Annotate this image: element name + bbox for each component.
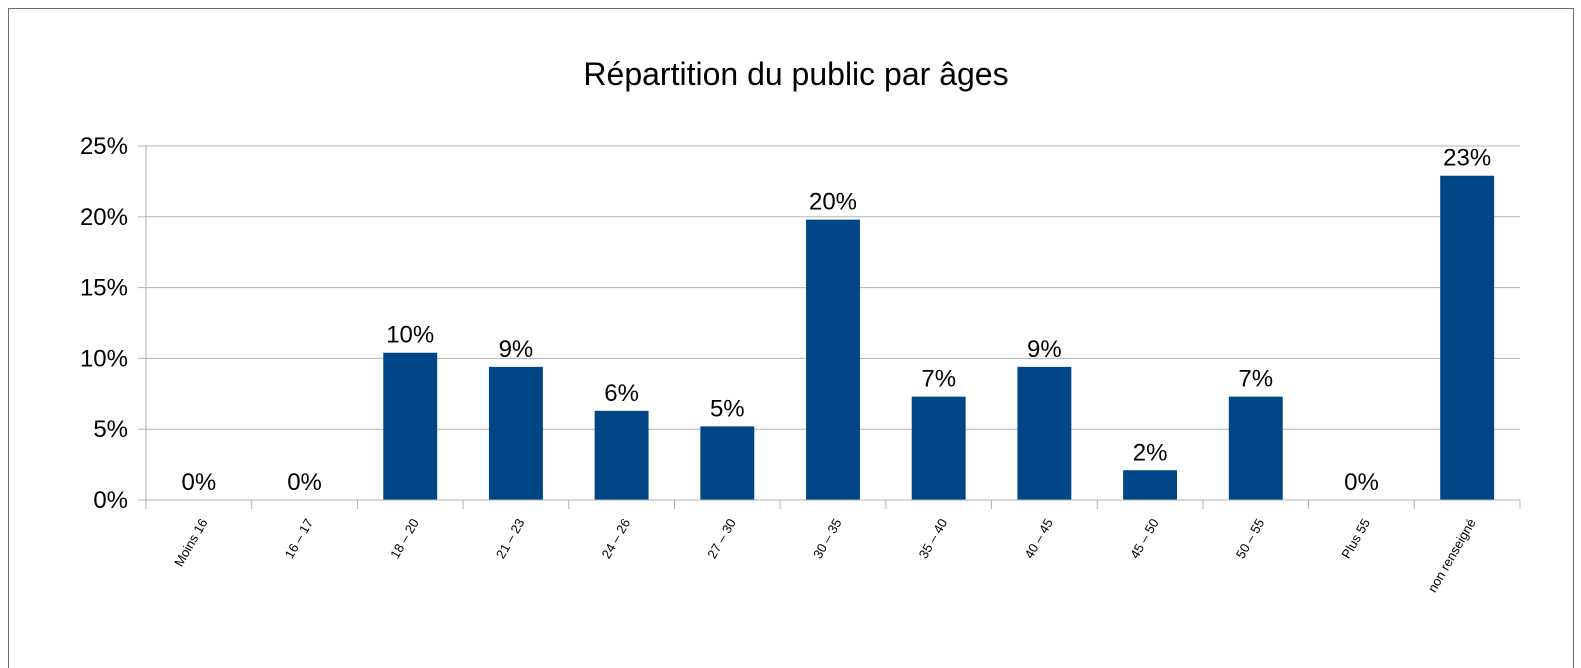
x-tick-label: 16 – 17 xyxy=(281,516,316,561)
y-tick-label: 15% xyxy=(80,275,128,302)
data-label: 0% xyxy=(1344,469,1379,496)
x-tick-label: non renseigné xyxy=(1425,516,1479,595)
bar xyxy=(1228,396,1283,500)
bar xyxy=(594,410,649,500)
data-label: 0% xyxy=(287,469,322,496)
x-tick-label: 45 – 50 xyxy=(1127,516,1162,561)
data-labels: 0% 0% 10% 9% 6% 5% 20% 7% 9% 2% 7% 0% 23% xyxy=(182,145,1492,496)
data-label: 9% xyxy=(1027,336,1062,363)
data-label: 23% xyxy=(1443,145,1491,172)
data-label: 7% xyxy=(1238,366,1273,393)
y-tick-label: 5% xyxy=(93,416,128,443)
x-tick-label: 35 – 40 xyxy=(916,516,951,561)
axes xyxy=(145,146,1520,501)
y-tick-label: 0% xyxy=(93,487,128,514)
bar xyxy=(911,396,966,500)
y-tick-label: 20% xyxy=(80,204,128,231)
data-label: 6% xyxy=(604,380,639,407)
bar xyxy=(1123,470,1178,500)
data-label: 5% xyxy=(710,395,745,422)
data-label: 0% xyxy=(182,469,217,496)
data-label: 9% xyxy=(499,336,534,363)
x-tick-label: Plus 55 xyxy=(1338,516,1373,561)
x-tick-label: 21 – 23 xyxy=(493,516,528,561)
x-axis-ticks: Moins 16 16 – 17 18 – 20 21 – 23 24 – 26 27 –… xyxy=(145,500,1521,595)
y-tick-label: 25% xyxy=(80,133,128,160)
data-label: 2% xyxy=(1133,439,1168,466)
bar xyxy=(1440,175,1495,500)
data-label: 7% xyxy=(921,366,956,393)
x-tick-label: 50 – 55 xyxy=(1233,516,1268,561)
x-tick-label: 40 – 45 xyxy=(1021,516,1056,561)
bar xyxy=(806,219,860,500)
x-tick-label: 24 – 26 xyxy=(599,516,634,561)
chart-title: Répartition du public par âges xyxy=(583,56,1008,92)
bars xyxy=(383,175,1495,500)
bar xyxy=(700,426,755,500)
x-tick-label: Moins 16 xyxy=(171,516,210,569)
y-tick-label: 10% xyxy=(80,345,128,372)
chart-frame xyxy=(8,8,1574,668)
data-label: 10% xyxy=(386,322,434,349)
x-tick-label: 18 – 20 xyxy=(387,516,422,561)
bar xyxy=(488,366,543,500)
x-tick-label: 30 – 35 xyxy=(810,516,845,561)
data-label: 20% xyxy=(809,189,857,216)
x-tick-label: 27 – 30 xyxy=(704,516,739,561)
y-axis-ticks: 0% 5% 10% 15% 20% 25% xyxy=(80,133,146,514)
bar xyxy=(383,352,438,500)
bar xyxy=(1017,366,1072,500)
